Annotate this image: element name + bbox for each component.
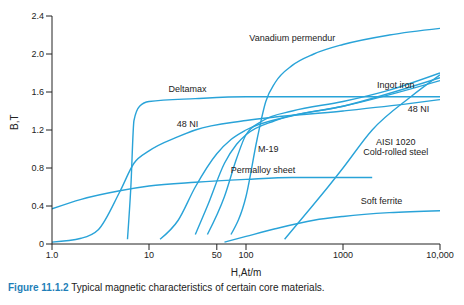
svg-text:H,At/m: H,At/m xyxy=(231,267,262,278)
svg-text:48 NI: 48 NI xyxy=(408,104,430,114)
svg-text:0.4: 0.4 xyxy=(31,201,44,211)
svg-text:M-19: M-19 xyxy=(258,144,279,154)
svg-text:50: 50 xyxy=(212,250,222,260)
svg-text:0.8: 0.8 xyxy=(31,163,44,173)
svg-text:Permalloy sheet: Permalloy sheet xyxy=(231,165,296,175)
svg-text:10: 10 xyxy=(144,250,154,260)
svg-text:2.0: 2.0 xyxy=(31,49,44,59)
svg-text:10,000: 10,000 xyxy=(426,250,454,260)
svg-text:Vanadium permendur: Vanadium permendur xyxy=(249,33,335,43)
svg-text:B,T: B,T xyxy=(9,114,20,130)
svg-text:Cold-rolled steel: Cold-rolled steel xyxy=(363,147,428,157)
svg-text:1.2: 1.2 xyxy=(31,125,44,135)
svg-text:Soft ferrite: Soft ferrite xyxy=(361,196,403,206)
svg-text:AISI 1020: AISI 1020 xyxy=(376,137,416,147)
html-text:Figure 11.1.2 Typical magnetic: Figure 11.1.2 Typical magnetic character… xyxy=(8,282,325,293)
svg-text:1.0: 1.0 xyxy=(46,250,59,260)
svg-text:100: 100 xyxy=(238,250,253,260)
svg-text:0: 0 xyxy=(39,239,44,249)
svg-text:48 NI: 48 NI xyxy=(177,119,199,129)
svg-text:2.4: 2.4 xyxy=(31,11,44,21)
svg-text:Deltamax: Deltamax xyxy=(169,84,208,94)
svg-text:Ingot iron: Ingot iron xyxy=(377,80,415,90)
svg-text:1000: 1000 xyxy=(333,250,353,260)
svg-text:1.6: 1.6 xyxy=(31,87,44,97)
